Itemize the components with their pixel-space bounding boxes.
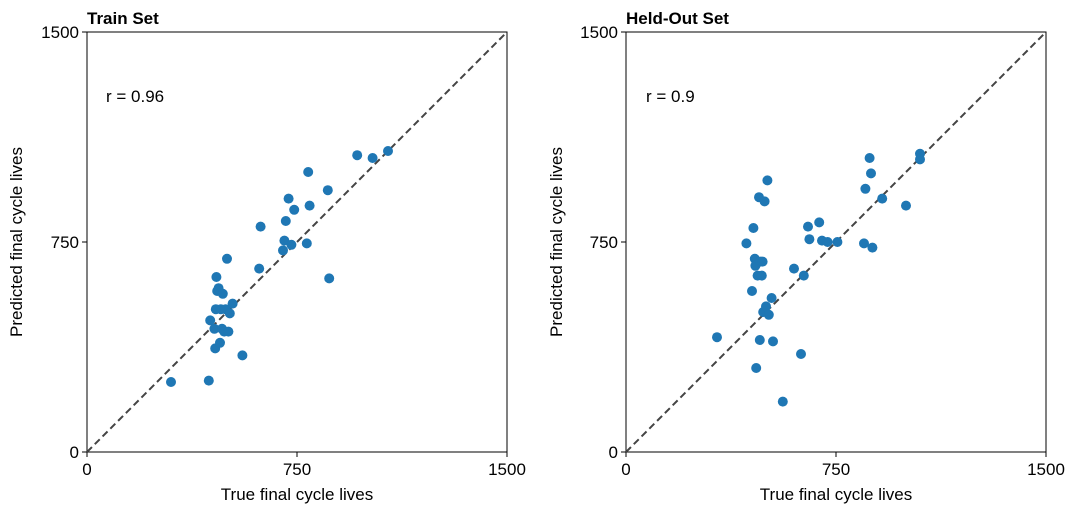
train-data-point [283, 193, 294, 204]
held-out-data-point [777, 396, 788, 407]
train-data-point [217, 288, 228, 299]
train-data-point [255, 221, 266, 232]
held-out-data-point [757, 256, 768, 267]
train-data-point [166, 377, 176, 387]
held-out-data-point [814, 217, 825, 228]
train-data-point [289, 204, 300, 215]
train-y-axis-label: Predicted final cycle lives [7, 147, 26, 337]
held-out-data-point [803, 221, 813, 232]
held-out-x-tick-label: 750 [822, 460, 850, 479]
train-data-point [304, 200, 315, 211]
train-data-point [278, 245, 288, 256]
train-data-point [203, 375, 214, 386]
held-out-data-point [748, 223, 759, 233]
train-data-point [286, 239, 297, 250]
held-out-data-point [901, 200, 911, 211]
train-x-tick-label: 750 [283, 460, 311, 479]
held-out-data-point [915, 154, 925, 165]
held-out-data-point [796, 349, 806, 359]
held-out-data-point [877, 193, 888, 204]
held-out-data-point [866, 168, 876, 179]
held-out-data-point [763, 309, 774, 320]
train-data-point [324, 273, 335, 284]
held-out-data-point [741, 238, 752, 249]
train-data-point [383, 146, 393, 156]
train-set-title: Train Set [87, 9, 159, 28]
train-y-tick-label: 0 [70, 443, 79, 462]
train-data-point [224, 308, 235, 319]
train-data-point [301, 238, 312, 249]
held-out-set-title: Held-Out Set [626, 9, 729, 28]
held-out-data-point [766, 293, 777, 303]
train-data-point [280, 216, 291, 226]
train-data-point [352, 150, 363, 161]
held-out-y-tick-label: 750 [590, 233, 618, 252]
held-out-y-tick-label: 0 [609, 443, 618, 462]
train-y-tick-label: 750 [51, 233, 79, 252]
train-y-tick-label: 1500 [41, 23, 79, 42]
held-out-data-point [759, 196, 770, 207]
held-out-data-point [712, 332, 722, 343]
train-data-point [303, 167, 314, 177]
held-out-data-point [860, 183, 871, 194]
held-out-data-point [756, 270, 767, 281]
train-x-tick-label: 0 [82, 460, 91, 479]
held-out-x-tick-label: 0 [621, 460, 630, 479]
held-out-data-point [751, 363, 762, 373]
held-out-data-point [859, 238, 869, 249]
held-out-data-point [789, 263, 799, 274]
train-r-annotation: r = 0.96 [106, 87, 164, 106]
held-out-data-point [864, 153, 875, 163]
held-out-x-axis-label: True final cycle lives [760, 485, 912, 504]
train-data-point [237, 350, 248, 361]
train-data-point [211, 272, 222, 282]
held-out-data-point [832, 237, 843, 247]
held-out-scatter-points [712, 148, 925, 407]
train-data-point [215, 337, 225, 348]
train-data-point [227, 298, 238, 309]
train-data-point [222, 253, 232, 264]
train-data-point [254, 263, 265, 274]
train-x-axis-label: True final cycle lives [221, 485, 373, 504]
train-x-tick-label: 1500 [488, 460, 526, 479]
train-data-point [209, 323, 220, 334]
train-data-point [322, 185, 333, 196]
held-out-data-point [822, 237, 833, 247]
held-out-data-point [762, 175, 773, 186]
held-out-x-tick-label: 1500 [1027, 460, 1065, 479]
held-out-data-point [804, 234, 815, 245]
held-out-data-point [761, 301, 771, 312]
train-scatter-points [166, 146, 393, 387]
held-out-data-point [754, 335, 765, 345]
held-out-y-tick-label: 1500 [580, 23, 618, 42]
held-out-data-point [768, 336, 778, 347]
train-data-point [223, 326, 234, 337]
held-out-set-panel: Held-Out Set r = 0.9 0 750 1500 0 750 15… [547, 9, 1065, 504]
held-out-data-point [867, 242, 878, 253]
held-out-r-annotation: r = 0.9 [646, 87, 695, 106]
train-data-point [205, 315, 216, 326]
train-set-panel: Train Set r = 0.96 0 750 1500 0 750 1500… [7, 9, 526, 504]
held-out-y-axis-label: Predicted final cycle lives [547, 147, 566, 337]
train-data-point [367, 153, 378, 163]
held-out-data-point [798, 270, 809, 281]
held-out-data-point [747, 286, 757, 296]
